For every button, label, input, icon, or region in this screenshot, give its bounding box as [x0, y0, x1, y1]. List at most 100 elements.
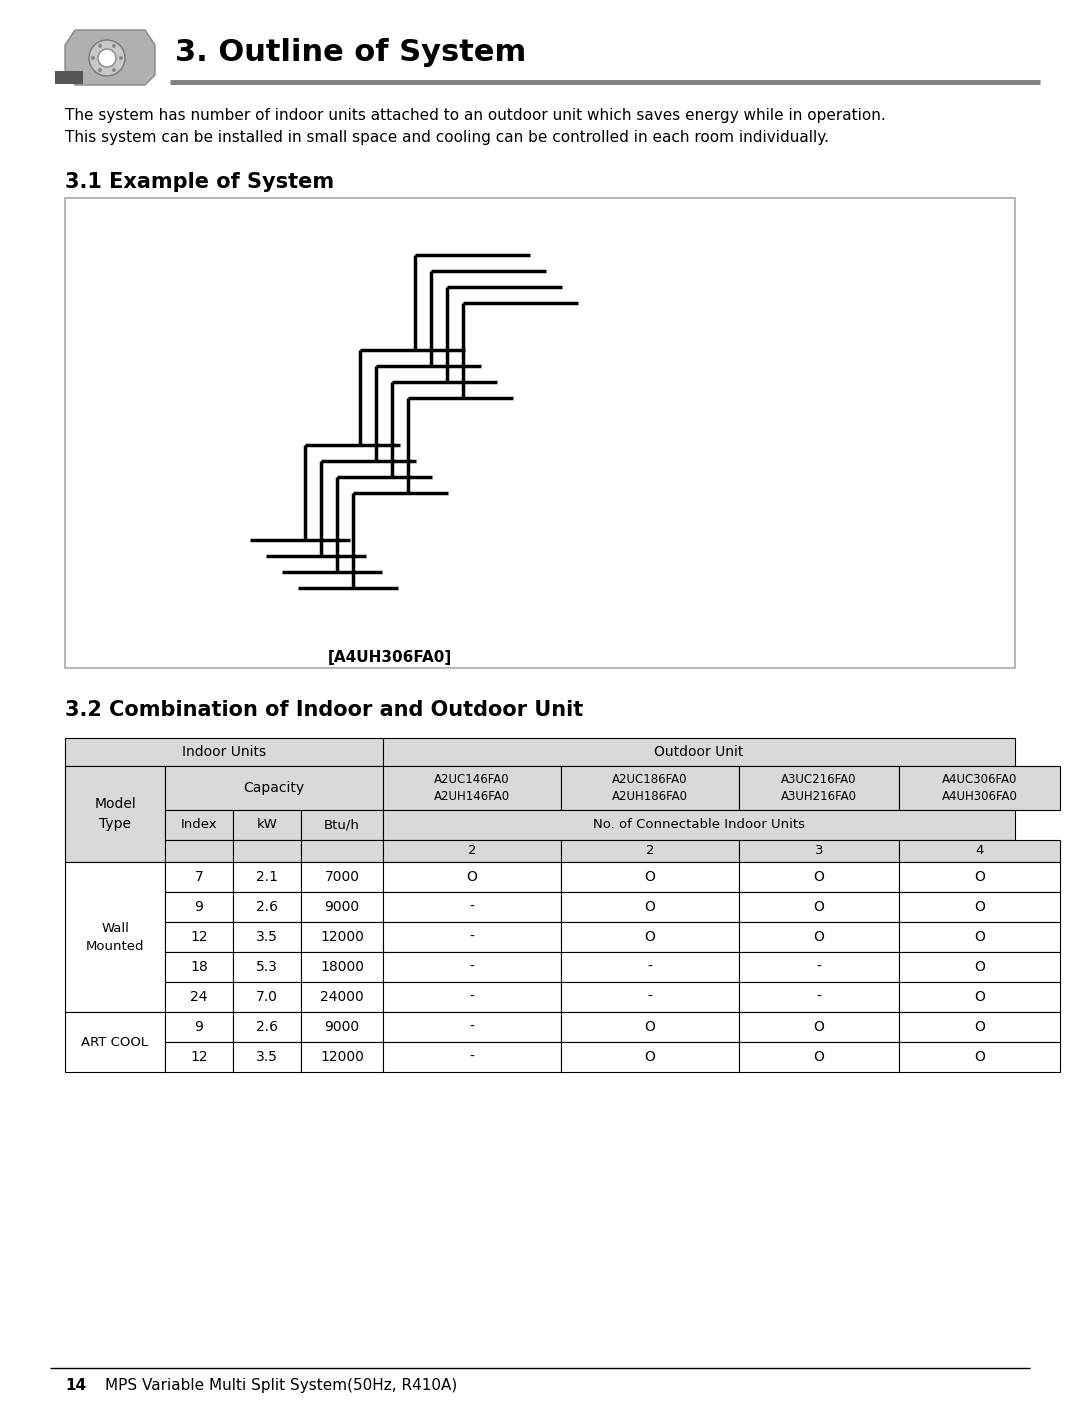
Text: ART COOL: ART COOL: [81, 1035, 149, 1048]
Bar: [561, 892, 739, 922]
Bar: [899, 863, 1059, 892]
Text: O: O: [974, 930, 985, 944]
Text: Wall
Mounted: Wall Mounted: [85, 922, 145, 953]
Text: O: O: [974, 870, 985, 884]
Bar: [739, 892, 899, 922]
Bar: [165, 811, 233, 840]
Bar: [383, 840, 561, 863]
Text: O: O: [813, 930, 824, 944]
Text: 9000: 9000: [324, 1020, 360, 1034]
Bar: [383, 863, 561, 892]
Bar: [233, 840, 301, 863]
Bar: [233, 1012, 301, 1043]
Text: 12000: 12000: [320, 930, 364, 944]
Text: O: O: [974, 1020, 985, 1034]
Bar: [301, 811, 383, 840]
Text: 12: 12: [190, 930, 207, 944]
Bar: [165, 982, 233, 1012]
Bar: [233, 863, 301, 892]
Bar: [233, 953, 301, 982]
Bar: [561, 922, 739, 953]
Bar: [383, 922, 561, 953]
Text: MPS Variable Multi Split System(50Hz, R410A): MPS Variable Multi Split System(50Hz, R4…: [105, 1378, 457, 1392]
Text: 18: 18: [190, 960, 207, 974]
Text: O: O: [645, 870, 656, 884]
Bar: [383, 1012, 561, 1043]
Bar: [165, 892, 233, 922]
Bar: [561, 1012, 739, 1043]
Bar: [899, 1043, 1059, 1072]
Bar: [561, 953, 739, 982]
Bar: [65, 766, 165, 863]
Bar: [165, 922, 233, 953]
Bar: [65, 863, 165, 1012]
Text: -: -: [470, 1020, 474, 1034]
Text: -: -: [470, 930, 474, 944]
Text: kW: kW: [257, 819, 278, 832]
Text: O: O: [645, 1020, 656, 1034]
Text: 3.5: 3.5: [256, 1050, 278, 1064]
Bar: [165, 1043, 233, 1072]
Text: -: -: [648, 960, 652, 974]
Text: 9000: 9000: [324, 901, 360, 915]
Text: 3.5: 3.5: [256, 930, 278, 944]
Text: 2.1: 2.1: [256, 870, 278, 884]
Text: The system has number of indoor units attached to an outdoor unit which saves en: The system has number of indoor units at…: [65, 108, 886, 124]
Bar: [165, 766, 383, 811]
Bar: [233, 1043, 301, 1072]
Bar: [301, 863, 383, 892]
Bar: [301, 892, 383, 922]
Text: 24: 24: [190, 991, 207, 1005]
Bar: [165, 953, 233, 982]
Circle shape: [98, 67, 102, 72]
Bar: [301, 1043, 383, 1072]
Bar: [739, 922, 899, 953]
Bar: [899, 840, 1059, 863]
Text: 2: 2: [468, 844, 476, 857]
Text: 7: 7: [194, 870, 203, 884]
Text: O: O: [813, 1020, 824, 1034]
Text: -: -: [816, 960, 822, 974]
Text: O: O: [645, 930, 656, 944]
Text: 5.3: 5.3: [256, 960, 278, 974]
Text: 3. Outline of System: 3. Outline of System: [175, 38, 526, 67]
Text: 2.6: 2.6: [256, 1020, 278, 1034]
Bar: [165, 863, 233, 892]
Bar: [739, 863, 899, 892]
Bar: [301, 1012, 383, 1043]
Text: Outdoor Unit: Outdoor Unit: [654, 745, 744, 759]
Bar: [561, 766, 739, 811]
Text: 2: 2: [646, 844, 654, 857]
Circle shape: [91, 56, 95, 60]
Bar: [899, 922, 1059, 953]
Text: 3.2 Combination of Indoor and Outdoor Unit: 3.2 Combination of Indoor and Outdoor Un…: [65, 700, 583, 719]
Bar: [383, 982, 561, 1012]
Text: -: -: [470, 960, 474, 974]
Bar: [383, 953, 561, 982]
Text: O: O: [645, 1050, 656, 1064]
Text: -: -: [470, 1050, 474, 1064]
Text: 3: 3: [814, 844, 823, 857]
Text: No. of Connectable Indoor Units: No. of Connectable Indoor Units: [593, 819, 805, 832]
Bar: [739, 953, 899, 982]
Text: -: -: [648, 991, 652, 1005]
Bar: [233, 811, 301, 840]
Bar: [65, 1012, 165, 1072]
Circle shape: [112, 44, 116, 48]
Text: 12: 12: [190, 1050, 207, 1064]
Text: Indoor Units: Indoor Units: [181, 745, 266, 759]
Text: 3.1 Example of System: 3.1 Example of System: [65, 171, 334, 192]
Text: -: -: [470, 901, 474, 915]
Bar: [301, 982, 383, 1012]
Bar: [899, 892, 1059, 922]
Circle shape: [112, 67, 116, 72]
Polygon shape: [65, 30, 156, 84]
Text: 14: 14: [65, 1378, 86, 1392]
Bar: [383, 811, 1015, 840]
Bar: [899, 953, 1059, 982]
Bar: [561, 840, 739, 863]
Bar: [739, 840, 899, 863]
Text: O: O: [813, 901, 824, 915]
Text: Index: Index: [180, 819, 217, 832]
Text: O: O: [645, 901, 656, 915]
